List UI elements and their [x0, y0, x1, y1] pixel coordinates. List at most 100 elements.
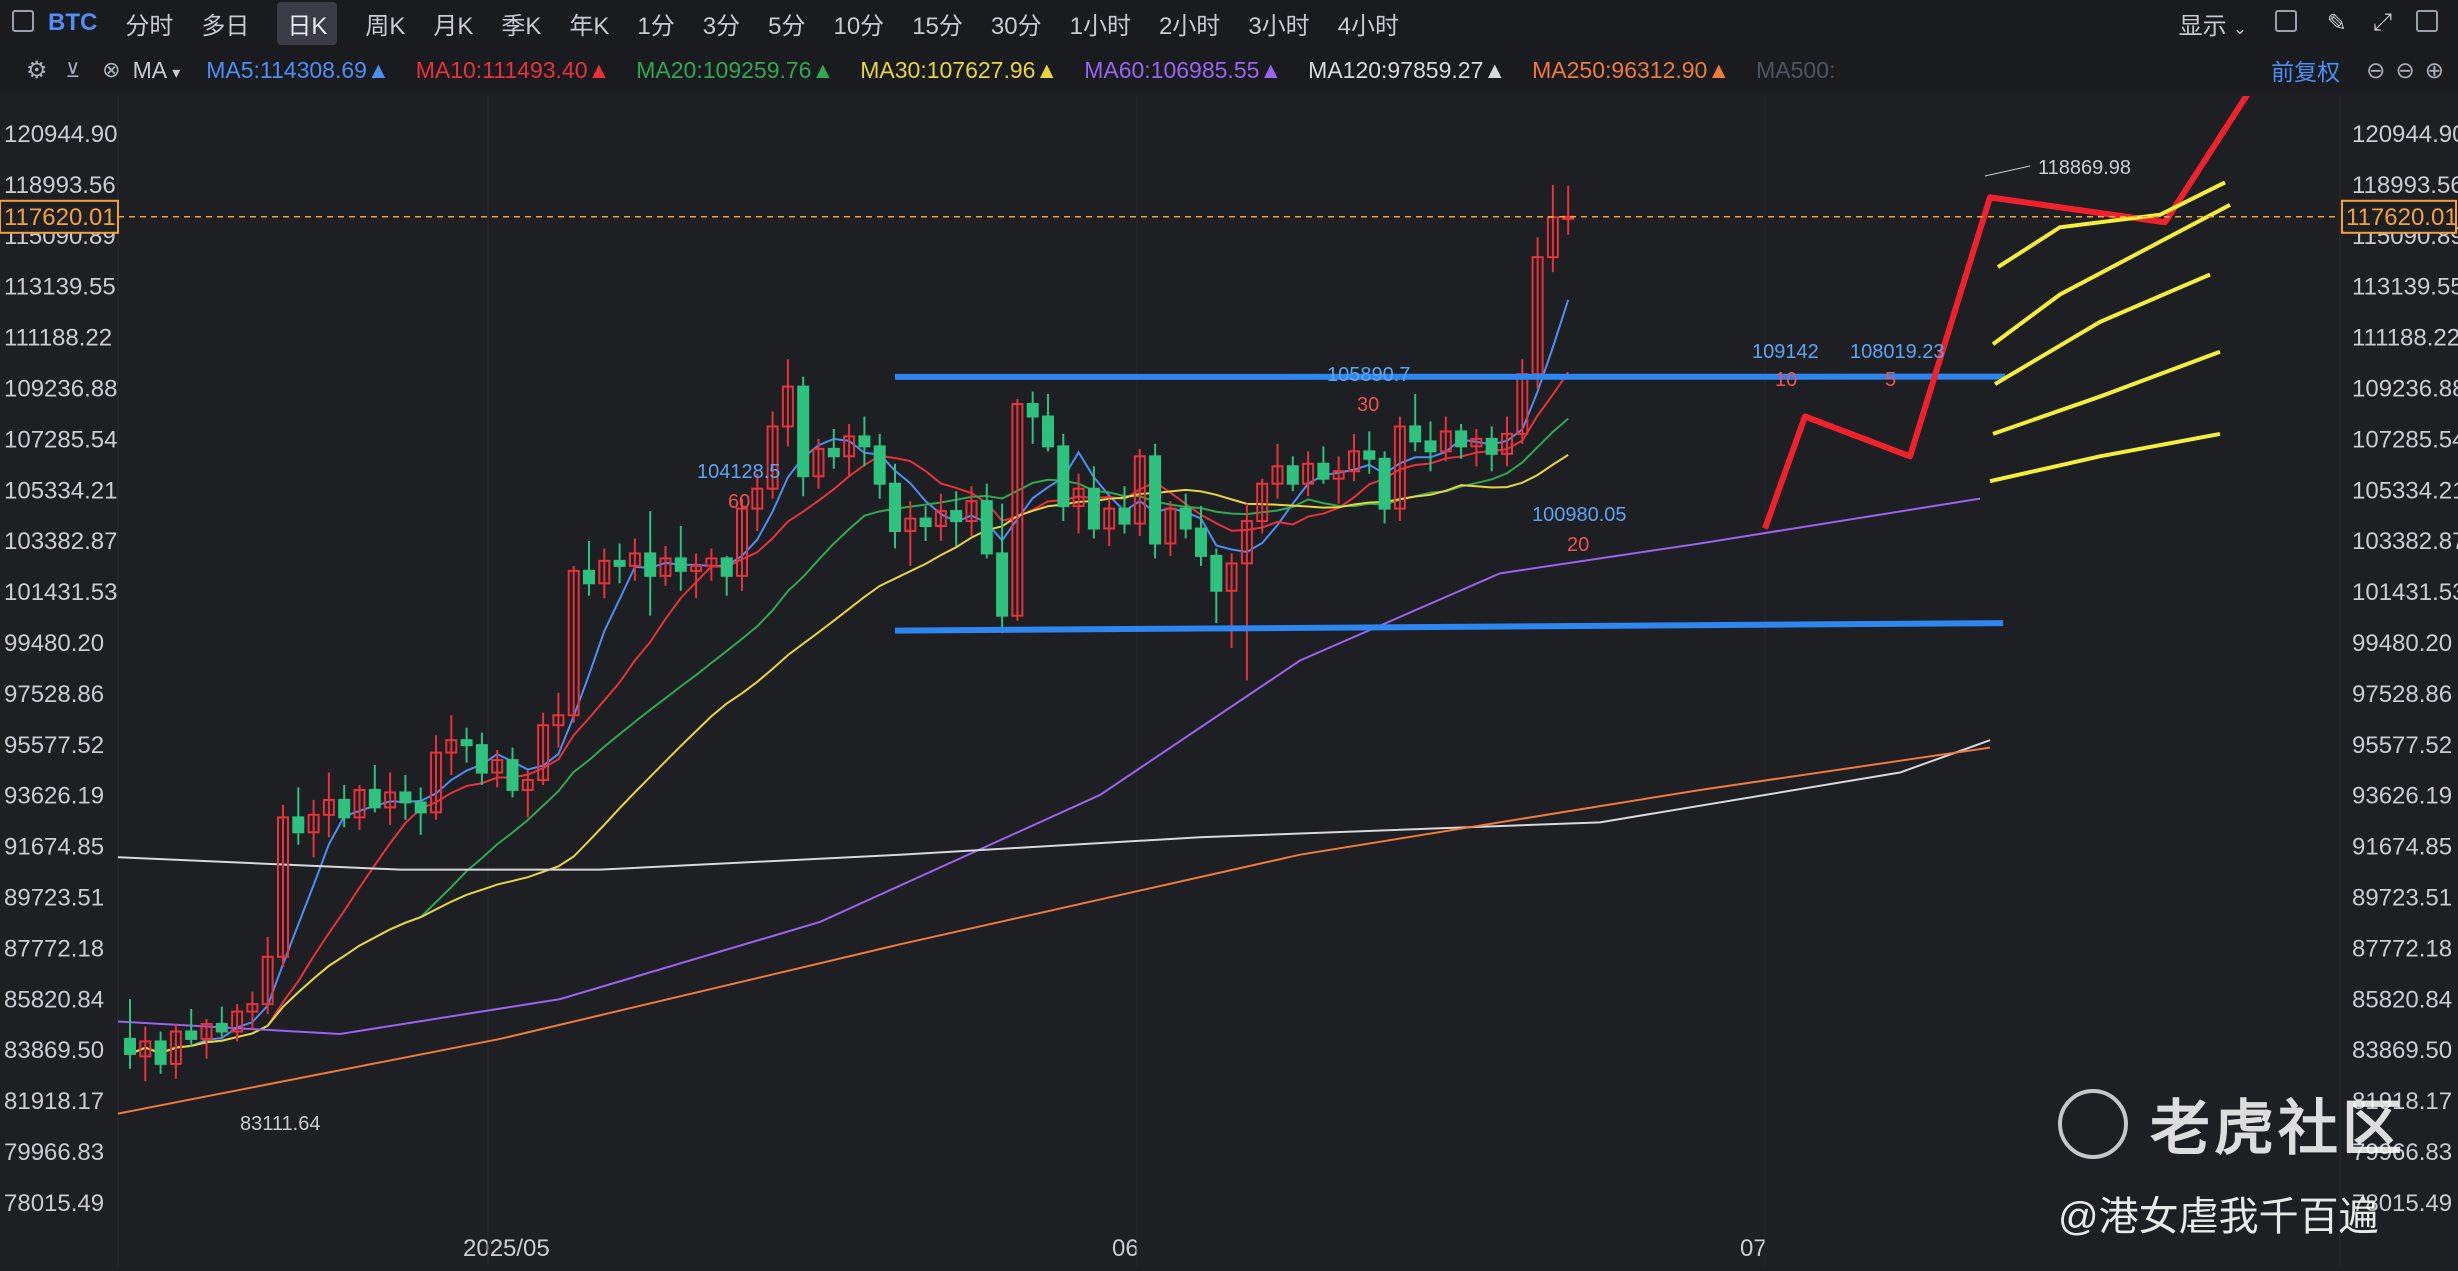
ma-selector[interactable]: MA ▾ [133, 57, 181, 84]
candle-body [890, 484, 900, 531]
zoom-out-icon[interactable]: ⊖ [2395, 57, 2414, 84]
ma-value: MA60:106985.55▲ [1084, 57, 1282, 84]
candle-body [156, 1041, 166, 1063]
price-tag-left-text: 117620.01 [4, 204, 116, 231]
minus-icon[interactable]: ⊖ [2366, 57, 2385, 84]
period-tab[interactable]: 日K [277, 2, 337, 45]
y-tick-right: 111188.22 [2352, 325, 2458, 352]
ma-indicator-bar: ⚙ ⊻ ⊗ MA ▾ MA5:114308.69▲MA10:111493.40▲… [0, 46, 2458, 94]
annotation-label: 10 [1775, 369, 1797, 391]
period-tab[interactable]: 2小时 [1159, 6, 1220, 41]
ma-value: MA10:111493.40▲ [416, 57, 611, 84]
adjust-selector[interactable]: 前复权 [2271, 53, 2340, 87]
y-tick-left: 93626.19 [4, 783, 104, 810]
chevron-down-icon: ⌄ [2233, 21, 2246, 38]
candle-body [1089, 489, 1099, 529]
period-tab[interactable]: 1分 [637, 6, 674, 41]
period-toolbar: BTC 分时多日日K 周K 月K 季K 年K 1分 3分 5分 10分 15分 30分 1小时 2小时 3… [0, 0, 2458, 46]
period-tab[interactable]: 10分 [833, 6, 884, 41]
candle-body [186, 1031, 196, 1038]
ma-line-long [118, 740, 1990, 869]
y-tick-right: 101431.53 [2352, 579, 2458, 606]
candle-body [416, 802, 426, 812]
period-tab[interactable]: 季K [501, 6, 541, 41]
annotations: 104128.560105890.730100980.0520109142101… [240, 157, 2131, 1135]
y-tick-right: 87772.18 [2352, 935, 2452, 962]
candle-body [951, 511, 961, 521]
candle-body [645, 553, 655, 575]
fullscreen-icon[interactable]: ⤢ [2373, 9, 2392, 37]
y-tick-left: 89723.51 [4, 885, 104, 912]
display-menu[interactable]: 显示 ⌄ [2179, 6, 2247, 41]
period-tab[interactable]: 多日 [201, 6, 249, 41]
period-tab[interactable]: 月K [433, 6, 473, 41]
close-icon[interactable]: ⊗ [102, 57, 120, 83]
y-axis-right: 120944.90118993.56115090.89113139.551111… [2352, 121, 2458, 1217]
period-tab[interactable]: 周K [365, 6, 405, 41]
candle-body [125, 1039, 135, 1054]
pen-icon[interactable]: ✎ [2327, 9, 2347, 38]
period-tab[interactable]: 年K [569, 6, 609, 41]
annotation-label: 105890.7 [1327, 364, 1410, 386]
y-tick-left: 103382.87 [4, 528, 117, 555]
candle-body [584, 571, 594, 583]
y-tick-right: 85820.84 [2352, 986, 2452, 1013]
watermark-brand: 老虎社区 [2150, 1080, 2406, 1167]
y-tick-left: 79966.83 [4, 1139, 104, 1166]
candle-body [1211, 556, 1221, 591]
candle-body [339, 800, 349, 817]
ma-value: MA500: [1756, 57, 1835, 84]
zoom-in-icon[interactable]: ⊕ [2425, 57, 2444, 84]
y-tick-left: 113139.55 [4, 274, 116, 301]
x-tick: 06 [1112, 1235, 1139, 1262]
projection-curve [1990, 434, 2220, 481]
period-tabs: 分时多日日K 周K 月K 季K 年K 1分 3分 5分 10分 15分 30分 1小时 2小时 3小时 4小… [125, 2, 1427, 45]
projection-path [1765, 96, 2285, 529]
y-tick-right: 99480.20 [2352, 630, 2452, 657]
y-tick-right: 93626.19 [2352, 783, 2452, 810]
candle-body [1196, 529, 1206, 556]
period-tab[interactable]: 4小时 [1338, 6, 1399, 41]
candle-body [508, 760, 518, 790]
period-tab[interactable]: 15分 [912, 6, 963, 41]
high-pointer [1985, 166, 2030, 176]
y-tick-right: 89723.51 [2352, 885, 2452, 912]
period-tab[interactable]: 5分 [768, 6, 805, 41]
annotation-label: 20 [1567, 534, 1589, 556]
ma-value: MA20:109259.76▲ [636, 57, 834, 84]
y-tick-left: 81918.17 [4, 1088, 104, 1115]
candle-body [1487, 439, 1497, 454]
y-tick-right: 83869.50 [2352, 1037, 2452, 1064]
candle-body [798, 387, 808, 477]
candle-body [1288, 466, 1298, 483]
display-label: 显示 [2179, 13, 2227, 40]
dropdown-icon[interactable]: ⊻ [66, 58, 81, 83]
y-tick-right: 113139.55 [2352, 274, 2458, 301]
period-tab[interactable]: 30分 [991, 6, 1042, 41]
candle-body [1028, 404, 1038, 416]
window-icon[interactable] [2275, 10, 2297, 37]
annotation-label: 5 [1885, 369, 1896, 391]
annotation-label: 30 [1357, 394, 1379, 416]
annotation-label: 108019.23 [1850, 341, 1945, 363]
candle-body [829, 449, 839, 456]
symbol-label[interactable]: BTC [48, 9, 97, 37]
y-tick-right: 95577.52 [2352, 732, 2452, 759]
candle-body [1181, 509, 1191, 529]
period-tab[interactable]: 3分 [703, 6, 740, 41]
candles [125, 185, 1573, 1081]
candle-body [1150, 456, 1160, 543]
y-tick-right: 103382.87 [2352, 528, 2458, 555]
panel-icon[interactable] [2416, 10, 2438, 37]
sidebar-toggle-icon[interactable] [12, 10, 34, 37]
y-tick-left: 91674.85 [4, 834, 104, 861]
y-tick-left: 120944.90 [4, 121, 117, 148]
y-tick-left: 118993.56 [4, 172, 116, 199]
period-tab[interactable]: 3小时 [1248, 6, 1309, 41]
candle-body [1456, 431, 1466, 446]
gear-icon[interactable]: ⚙ [26, 56, 48, 85]
period-tab[interactable]: 1小时 [1070, 6, 1131, 41]
period-tab[interactable]: 分时 [125, 6, 173, 41]
candle-body [1380, 459, 1390, 509]
